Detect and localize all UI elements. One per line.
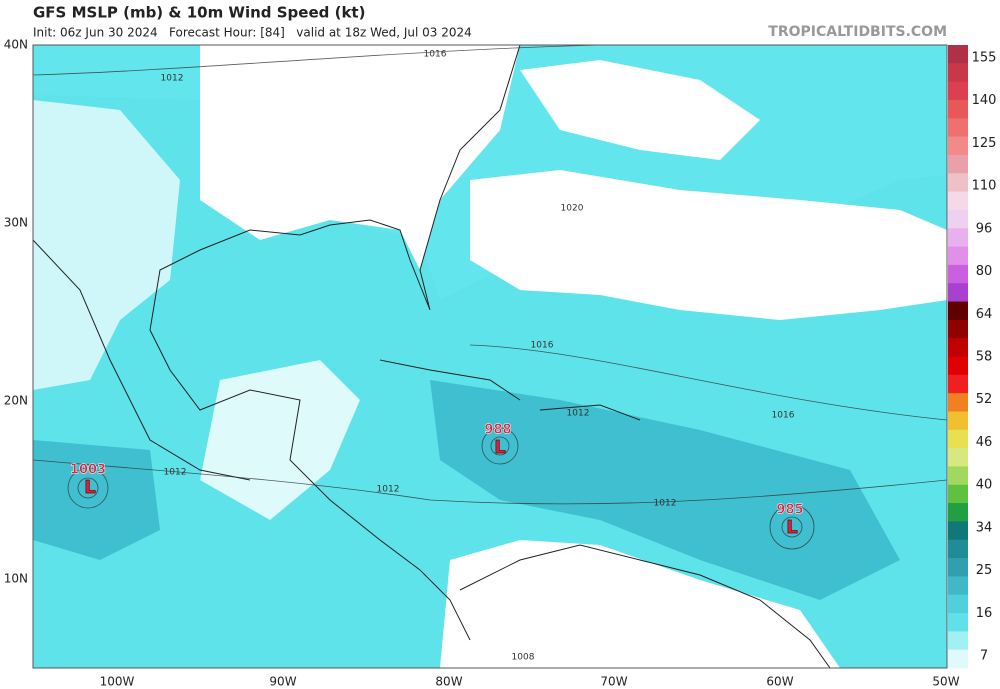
- colorbar-swatch: [948, 246, 968, 266]
- colorbar-swatch: [948, 594, 968, 614]
- colorbar-swatch: [948, 154, 968, 174]
- colorbar-swatch: [948, 136, 968, 156]
- colorbar-swatch: [948, 45, 968, 64]
- isobar-label: 1020: [561, 204, 584, 214]
- south-america-land: [440, 540, 840, 668]
- colorbar-swatch: [948, 429, 968, 449]
- low-symbol: L: [84, 477, 95, 498]
- colorbar-label: 34: [976, 520, 993, 535]
- colorbar-label: 96: [976, 221, 993, 236]
- colorbar-swatch: [948, 374, 968, 394]
- isobar-label: 1012: [567, 409, 590, 419]
- colorbar-swatch: [948, 521, 968, 541]
- lon-label: 50W: [932, 675, 959, 689]
- colorbar-label: 25: [976, 563, 993, 578]
- colorbar-label: 58: [976, 350, 993, 365]
- lon-label: 70W: [600, 675, 627, 689]
- title: GFS MSLP (mb) & 10m Wind Speed (kt): [33, 4, 365, 22]
- colorbar-swatch: [948, 558, 968, 577]
- colorbar-label: 125: [972, 136, 997, 151]
- low-pressure: 988: [484, 423, 511, 438]
- colorbar-label: 40: [976, 478, 993, 493]
- colorbar-swatch: [948, 539, 968, 559]
- isobar-label: 1012: [377, 485, 400, 495]
- lat-label: 40N: [4, 38, 28, 52]
- colorbar-swatch: [948, 319, 968, 339]
- lon-label: 90W: [269, 675, 296, 689]
- colorbar-swatch: [948, 191, 968, 211]
- coastlines: [32, 44, 831, 669]
- isobars: [32, 44, 948, 550]
- colorbar-label: 46: [976, 435, 993, 450]
- colorbar-label: 52: [976, 392, 993, 407]
- isobar-label: 1012: [161, 74, 184, 84]
- calm-area: [200, 360, 360, 520]
- colorbar-swatch: [948, 448, 968, 467]
- subtitle: Init: 06z Jun 30 2024 Forecast Hour: [84…: [33, 26, 472, 40]
- colorbar-swatch: [948, 81, 968, 101]
- calm-area: [33, 100, 180, 390]
- lat-label: 10N: [4, 572, 28, 586]
- colorbar-swatch: [948, 576, 968, 596]
- strong-wind: [33, 440, 160, 560]
- low-pressure: 1003: [70, 463, 106, 478]
- colorbar-swatch: [948, 63, 968, 83]
- colorbar-swatch: [948, 466, 968, 486]
- credit: TROPICALTIDBITS.COM: [768, 24, 947, 40]
- low-symbol: L: [494, 437, 505, 458]
- calm-area: [520, 60, 760, 160]
- isobar-label: 1016: [772, 411, 795, 421]
- colorbar-swatch: [948, 484, 968, 504]
- isobar-label: 1012: [654, 499, 677, 509]
- colorbar-swatch: [948, 283, 968, 303]
- strong-wind: [430, 380, 900, 600]
- calm-area: [470, 170, 947, 320]
- colorbar-swatch: [948, 228, 968, 248]
- isobar-label: 1012: [164, 468, 187, 478]
- colorbar-label: 7: [980, 649, 988, 664]
- isobar-label: 1008: [512, 653, 535, 663]
- colorbar-swatch: [948, 209, 968, 229]
- colorbar: 155 140 125 110 96 80 64 58 52 46 40 34 25 16 7: [948, 45, 996, 669]
- colorbar-label: 16: [976, 606, 993, 621]
- lat-label: 30N: [4, 216, 28, 230]
- lat-label: 20N: [4, 394, 28, 408]
- colorbar-label: 110: [972, 179, 997, 194]
- colorbar-swatch: [948, 173, 968, 193]
- colorbar-swatch: [948, 356, 968, 376]
- colorbar-label: 64: [976, 307, 993, 322]
- low-pressure: 985: [776, 503, 803, 518]
- colorbar-label: 155: [972, 51, 997, 66]
- low-symbol: L: [786, 517, 797, 538]
- colorbar-label: 140: [972, 93, 997, 108]
- colorbar-swatch: [948, 613, 968, 632]
- lon-label: 60W: [766, 675, 793, 689]
- colorbar-swatch: [948, 264, 968, 284]
- isobar-label: 1016: [531, 341, 554, 351]
- colorbar-swatch: [948, 99, 968, 119]
- colorbar-swatch: [948, 503, 968, 522]
- lon-label: 80W: [435, 675, 462, 689]
- colorbar-swatch: [948, 338, 968, 357]
- colorbar-swatch: [948, 301, 968, 321]
- map-area: [32, 44, 948, 669]
- lon-label: 100W: [100, 675, 135, 689]
- colorbar-swatch: [948, 393, 968, 412]
- colorbar-swatch: [948, 118, 968, 138]
- grid-frame: [32, 44, 948, 669]
- colorbar-label: 80: [976, 264, 993, 279]
- colorbar-swatch: [948, 649, 968, 669]
- north-america-land: [200, 45, 520, 270]
- colorbar-swatch: [948, 411, 968, 431]
- colorbar-swatch: [948, 631, 968, 651]
- isobar-label: 1016: [424, 50, 447, 60]
